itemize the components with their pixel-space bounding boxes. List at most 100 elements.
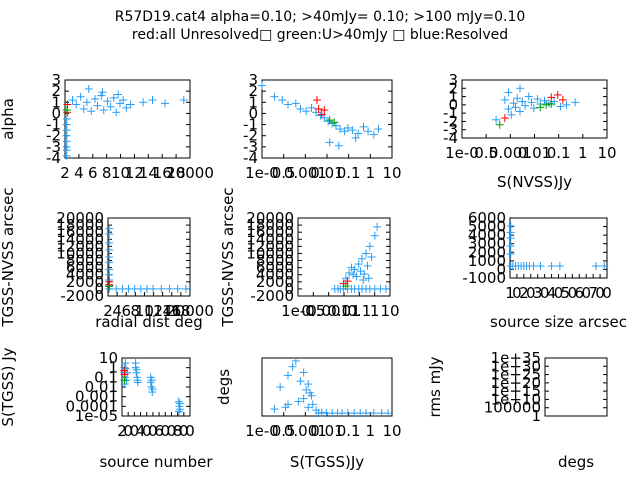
p7-xtick-label: 6 <box>154 422 164 440</box>
p2-point-blue <box>359 122 368 131</box>
p5-xtick-label: 0.001 <box>307 302 350 320</box>
p1-xtick-label: 10 <box>111 164 130 182</box>
p8-xtick-label: 0.001 <box>284 422 327 440</box>
p4-point-blue <box>173 284 182 293</box>
p7-point-blue <box>147 383 156 391</box>
p7-point-blue <box>175 407 184 416</box>
p6-plot-frame <box>509 217 608 279</box>
p3-point-blue <box>521 101 530 110</box>
p2-xtick-label: 0.1 <box>337 164 361 182</box>
p1-xtick-label: 18 <box>167 164 186 182</box>
p4-xtick-label: 10 <box>135 302 154 320</box>
p9-ytick-label: 1e+20 <box>491 374 541 392</box>
p1-point-blue <box>161 99 169 108</box>
p6-xtick-label: 0 <box>602 284 612 302</box>
p6-point-blue <box>529 262 538 270</box>
p6-point-blue <box>506 242 515 250</box>
p1-point-green <box>62 106 71 115</box>
p7-xtick-label: 4 <box>136 422 146 440</box>
p2-xtick-label: 1 <box>366 164 376 182</box>
p9-ytick-label: 1 <box>531 407 541 425</box>
p7-point-blue <box>175 399 184 408</box>
p3-point-red <box>558 95 567 104</box>
p7-xtick-label: 0 <box>179 422 189 440</box>
p7-point-green <box>120 376 129 385</box>
p1-point-blue <box>109 93 118 102</box>
p2-point-red <box>317 110 326 119</box>
p3-point-blue <box>504 105 513 113</box>
p2-xtick-label: 0.01 <box>310 164 343 182</box>
p1-xtick-label: 6 <box>88 164 98 182</box>
p1-point-blue <box>91 94 99 103</box>
p7-point-blue <box>174 397 183 406</box>
p1-point-blue <box>62 115 71 123</box>
p6-point-blue <box>506 250 515 258</box>
p4-ytick-label: 8000 <box>66 252 104 270</box>
p8-point-blue <box>317 408 326 417</box>
p1-point-blue <box>119 96 128 105</box>
p2-ytick-label: -4 <box>243 149 258 167</box>
p3-ytick-label: -2 <box>443 112 458 130</box>
p2-point-blue <box>302 107 311 116</box>
p8-xtick-label: 0.01 <box>310 422 343 440</box>
p3-point-blue <box>562 100 571 109</box>
p6-xtick-label: 2 <box>519 284 529 302</box>
p1-point-blue <box>106 102 115 111</box>
p4-ytick-label: 20000 <box>56 209 104 227</box>
p8-xtick-label: 10 <box>382 422 401 440</box>
p3-point-blue <box>504 88 513 97</box>
p6-point-blue <box>506 234 515 242</box>
p1-point-blue <box>62 137 71 146</box>
p5-ytick-label: -2000 <box>250 287 294 305</box>
p5-point-blue <box>352 272 361 281</box>
p4-ytick-label: 16000 <box>56 223 104 241</box>
p4-xtick-label: 2 <box>103 302 113 320</box>
p1-ytick-label: 3 <box>51 71 61 89</box>
p5-xtick-label: 0.1 <box>347 302 371 320</box>
p3-point-blue <box>571 98 580 107</box>
p1-point-blue <box>93 101 102 110</box>
p9-plot-frame <box>544 357 608 417</box>
p4-point-blue <box>181 284 190 293</box>
p6-xtick-label: 7 <box>588 284 598 302</box>
p6-xtick-label: 0 <box>595 284 605 302</box>
p3-point-green <box>547 100 556 109</box>
p5-point-blue <box>354 260 363 269</box>
p8-ylabel: degs <box>215 369 233 405</box>
p1-point-blue <box>139 98 148 107</box>
p6-xtick-label: 1 <box>505 284 515 302</box>
p8-point-blue <box>369 409 378 418</box>
p4-xtick-label: 6 <box>121 302 131 320</box>
p1-point-blue <box>99 106 108 115</box>
p1-point-blue <box>122 103 131 112</box>
p4-ytick-label: 0 <box>94 280 104 298</box>
p8-point-blue <box>284 371 292 380</box>
p2-xtick-label: 1e-0 <box>245 164 279 182</box>
p4-xlabel: radial dist deg <box>95 313 203 331</box>
p1-xtick-label: 20000 <box>166 164 214 182</box>
p3-point-blue <box>511 103 520 112</box>
p7-point-blue <box>147 376 156 385</box>
p3-xtick-label: 10 <box>597 144 616 162</box>
p2-point-blue <box>258 81 266 90</box>
p5-point-blue <box>350 265 359 274</box>
chart-subtitle: red:all Unresolved□ green:U>40mJy □ blue… <box>131 27 509 43</box>
p3-point-blue <box>533 95 542 104</box>
p4-point-blue <box>105 238 114 247</box>
p5-point-blue <box>362 249 371 258</box>
p3-xlabel: S(NVSS)Jy <box>497 173 572 191</box>
p9-ytick-label: 1e+35 <box>491 349 541 367</box>
p3-plot-frame <box>461 79 608 139</box>
p3-xtick-label: 0.01 <box>518 144 551 162</box>
p4-ytick-label: 4000 <box>66 266 104 284</box>
p3-point-blue <box>513 94 522 103</box>
p7-ytick-label: 10 <box>99 349 118 367</box>
p6-point-blue <box>591 262 600 270</box>
p8-point-blue <box>308 400 317 409</box>
p5-xtick-label: 1e-0 <box>281 302 315 320</box>
p7-xtick-label: 0 <box>167 422 177 440</box>
p1-point-blue <box>79 104 88 113</box>
p9-ytick-label: 1e+15 <box>491 382 541 400</box>
p3-point-blue <box>518 97 527 106</box>
p5-point-blue <box>347 263 356 272</box>
